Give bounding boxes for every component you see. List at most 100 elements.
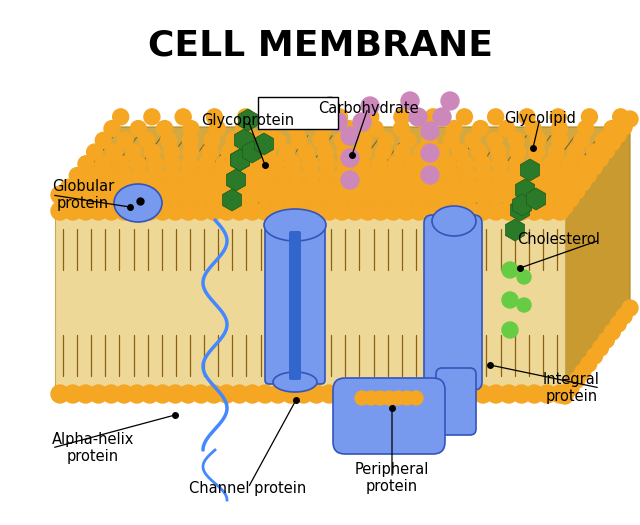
Circle shape <box>288 121 304 136</box>
Circle shape <box>517 298 531 312</box>
Circle shape <box>204 132 220 149</box>
Circle shape <box>449 385 467 403</box>
Circle shape <box>294 385 312 403</box>
Polygon shape <box>520 159 540 181</box>
Circle shape <box>218 202 236 220</box>
Circle shape <box>489 179 505 195</box>
Circle shape <box>319 167 335 184</box>
FancyBboxPatch shape <box>333 378 445 454</box>
Circle shape <box>154 385 172 403</box>
Circle shape <box>593 340 609 356</box>
Circle shape <box>346 186 364 204</box>
Circle shape <box>382 391 396 405</box>
Circle shape <box>298 144 314 160</box>
Circle shape <box>557 388 573 404</box>
Circle shape <box>471 144 487 160</box>
Circle shape <box>385 202 403 220</box>
Circle shape <box>371 385 390 403</box>
Circle shape <box>604 135 620 151</box>
Circle shape <box>241 167 257 184</box>
Circle shape <box>302 156 318 172</box>
Circle shape <box>366 167 382 184</box>
Circle shape <box>117 132 133 149</box>
Circle shape <box>410 202 428 220</box>
Circle shape <box>616 308 632 324</box>
Circle shape <box>423 156 439 172</box>
Polygon shape <box>223 189 241 211</box>
Circle shape <box>303 179 319 195</box>
Circle shape <box>436 385 454 403</box>
Circle shape <box>586 348 602 364</box>
Circle shape <box>488 109 504 125</box>
Circle shape <box>320 186 338 204</box>
Circle shape <box>522 167 538 184</box>
Circle shape <box>269 109 285 125</box>
Circle shape <box>179 385 197 403</box>
Circle shape <box>532 179 548 195</box>
Circle shape <box>502 292 518 308</box>
Circle shape <box>294 186 312 204</box>
Circle shape <box>492 167 508 184</box>
Circle shape <box>268 156 284 172</box>
Circle shape <box>128 385 146 403</box>
Circle shape <box>492 156 508 172</box>
Circle shape <box>389 179 405 195</box>
Circle shape <box>421 144 439 162</box>
Circle shape <box>371 186 390 204</box>
Circle shape <box>106 144 122 160</box>
Circle shape <box>115 385 133 403</box>
Circle shape <box>141 186 159 204</box>
Circle shape <box>341 171 359 189</box>
Circle shape <box>147 179 163 195</box>
Circle shape <box>198 156 214 172</box>
Circle shape <box>578 156 594 172</box>
Circle shape <box>580 167 596 183</box>
Circle shape <box>113 156 129 172</box>
Circle shape <box>216 156 232 172</box>
Circle shape <box>551 202 569 220</box>
Circle shape <box>595 132 611 149</box>
Circle shape <box>622 300 638 316</box>
Circle shape <box>425 109 441 125</box>
Circle shape <box>410 186 428 204</box>
Circle shape <box>320 202 338 220</box>
Circle shape <box>573 132 589 149</box>
Circle shape <box>319 156 335 172</box>
Circle shape <box>90 186 108 204</box>
Polygon shape <box>55 215 565 390</box>
Circle shape <box>332 179 348 195</box>
Circle shape <box>125 144 141 160</box>
Circle shape <box>500 186 518 204</box>
Circle shape <box>260 179 276 195</box>
Ellipse shape <box>114 184 162 222</box>
Circle shape <box>182 156 198 172</box>
Circle shape <box>593 151 609 167</box>
Polygon shape <box>506 219 525 241</box>
Circle shape <box>314 121 330 136</box>
Circle shape <box>385 186 403 204</box>
Circle shape <box>586 159 602 175</box>
Circle shape <box>205 186 223 204</box>
Circle shape <box>291 132 307 149</box>
Circle shape <box>397 202 415 220</box>
Circle shape <box>502 322 518 338</box>
Text: Integral
protein: Integral protein <box>543 372 600 404</box>
Circle shape <box>361 179 377 195</box>
Circle shape <box>337 156 353 172</box>
Circle shape <box>580 356 596 372</box>
Ellipse shape <box>432 206 476 236</box>
Circle shape <box>509 144 525 160</box>
Circle shape <box>461 186 479 204</box>
Circle shape <box>318 179 334 195</box>
Circle shape <box>64 186 82 204</box>
Circle shape <box>141 202 159 220</box>
Circle shape <box>525 186 543 204</box>
Circle shape <box>307 202 325 220</box>
Circle shape <box>164 156 180 172</box>
Circle shape <box>550 109 566 125</box>
Circle shape <box>486 132 502 149</box>
Text: Glycoprotein: Glycoprotein <box>202 112 294 128</box>
Circle shape <box>500 202 518 220</box>
Circle shape <box>161 132 177 149</box>
Circle shape <box>221 144 237 160</box>
